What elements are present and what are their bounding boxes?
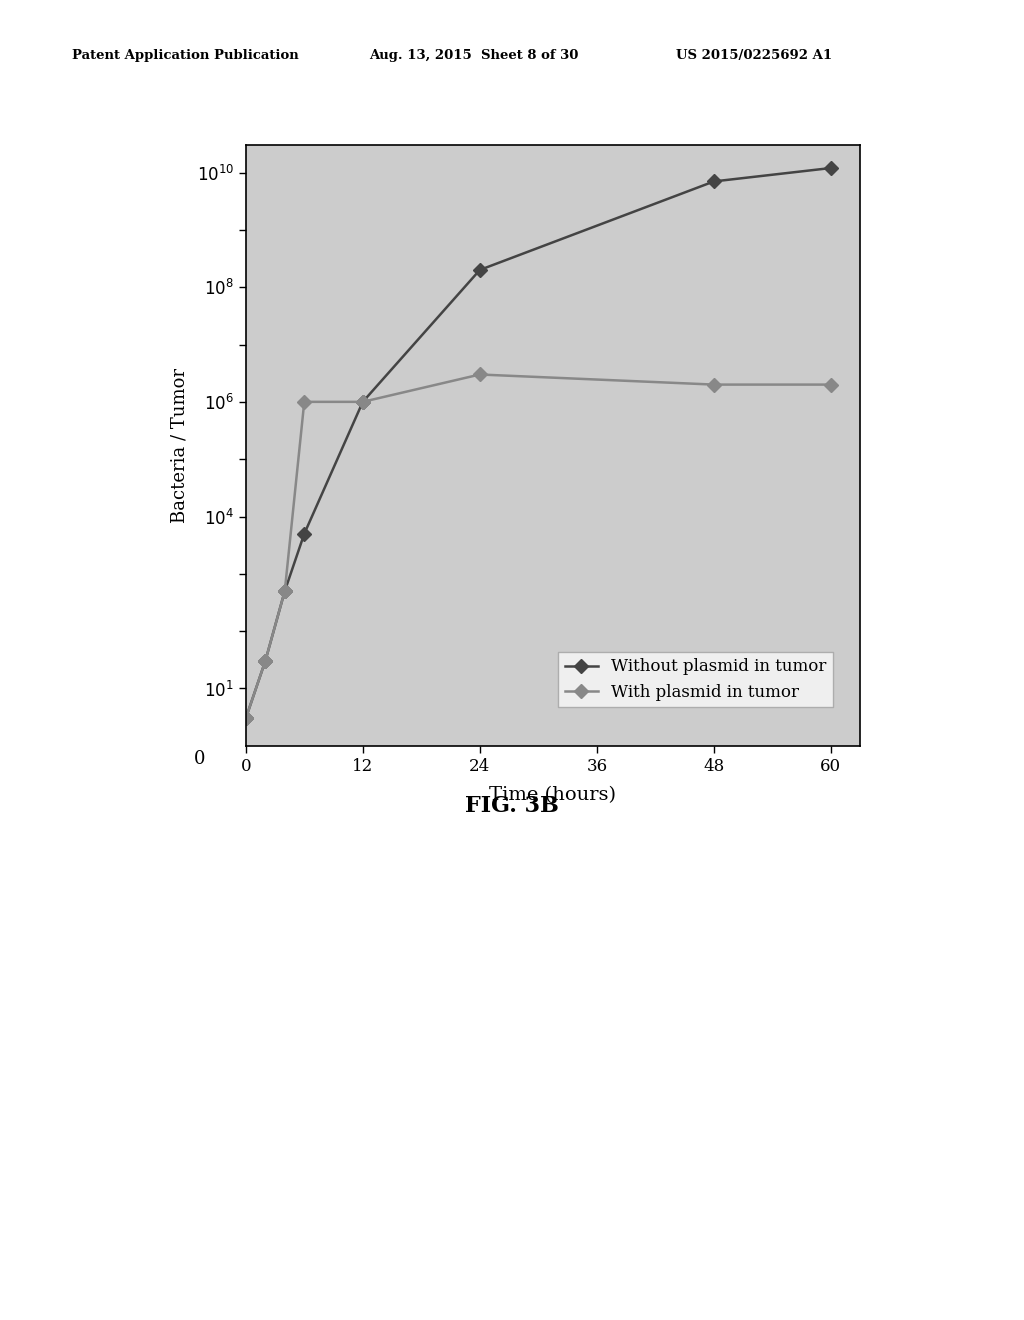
Without plasmid in tumor (474, 263, 486, 279)
Text: 0: 0 (194, 750, 206, 768)
With plasmid in tumor (474, 367, 486, 383)
Without plasmid in tumor (279, 583, 291, 599)
Text: Patent Application Publication: Patent Application Publication (72, 49, 298, 62)
Without plasmid in tumor (708, 173, 720, 189)
With plasmid in tumor (824, 376, 837, 392)
Without plasmid in tumor (356, 393, 369, 409)
Without plasmid in tumor (298, 525, 310, 541)
Without plasmid in tumor (240, 710, 252, 726)
With plasmid in tumor (240, 710, 252, 726)
Without plasmid in tumor (824, 160, 837, 176)
Legend: Without plasmid in tumor, With plasmid in tumor: Without plasmid in tumor, With plasmid i… (558, 652, 834, 708)
Without plasmid in tumor (259, 653, 271, 669)
Text: FIG. 3B: FIG. 3B (465, 795, 559, 817)
Text: Aug. 13, 2015  Sheet 8 of 30: Aug. 13, 2015 Sheet 8 of 30 (369, 49, 578, 62)
Line: With plasmid in tumor: With plasmid in tumor (241, 370, 836, 723)
With plasmid in tumor (279, 583, 291, 599)
Line: Without plasmid in tumor: Without plasmid in tumor (241, 164, 836, 723)
Text: US 2015/0225692 A1: US 2015/0225692 A1 (676, 49, 831, 62)
With plasmid in tumor (356, 393, 369, 409)
X-axis label: Time (hours): Time (hours) (489, 785, 616, 804)
With plasmid in tumor (259, 653, 271, 669)
With plasmid in tumor (708, 376, 720, 392)
Y-axis label: Bacteria / Tumor: Bacteria / Tumor (170, 368, 188, 523)
With plasmid in tumor (298, 393, 310, 409)
